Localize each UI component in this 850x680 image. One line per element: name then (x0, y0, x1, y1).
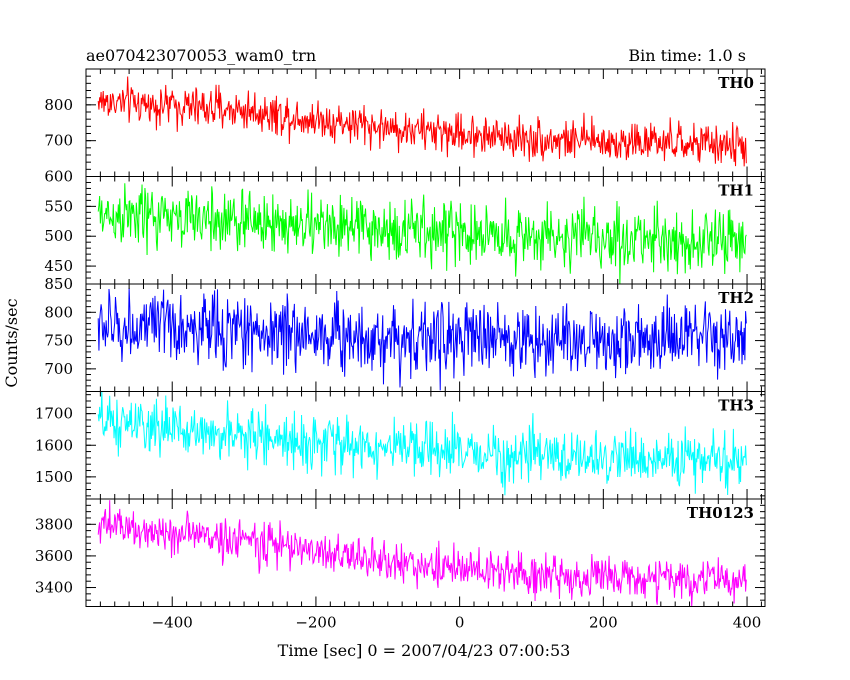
y-tick-label: 3600 (35, 547, 73, 565)
panel-frame (85, 498, 766, 607)
panels-group: 600 700 800 TH0 450 500 550 TH1 700 750 800 850 TH2 1… (35, 68, 766, 632)
panel-th1: 450 500 550 TH1 (44, 176, 766, 285)
series-line-th1 (97, 183, 747, 284)
series-line-th3 (97, 391, 747, 496)
bin-time-label: Bin time: 1.0 s (628, 46, 746, 65)
figure-title: ae070423070053_wam0_trn (86, 46, 316, 65)
series-line-th2 (97, 287, 747, 391)
y-tick-label: 1500 (35, 468, 73, 486)
y-tick-label: 3400 (35, 579, 73, 597)
panel-label-th1: TH1 (718, 182, 754, 200)
y-tick-label: 500 (44, 227, 73, 245)
x-tick-label: −200 (295, 614, 336, 632)
x-tick-label: 0 (455, 614, 465, 632)
y-tick-label: 550 (44, 197, 73, 215)
y-tick-label: 750 (44, 332, 73, 350)
x-tick-label: −400 (152, 614, 193, 632)
x-tick-label: 400 (733, 614, 762, 632)
y-tick-label: 800 (44, 96, 73, 114)
x-axis-label: Time [sec] 0 = 2007/04/23 07:00:53 (278, 641, 571, 660)
y-tick-label: 1600 (35, 436, 73, 454)
panel-label-th3: TH3 (718, 397, 754, 415)
y-tick-label: 1700 (35, 405, 73, 423)
panel-frame (85, 68, 766, 177)
y-tick-label: 700 (44, 132, 73, 150)
series-line-th0 (97, 76, 747, 167)
series-line-th0123 (97, 500, 747, 607)
panel-label-th0: TH0 (718, 74, 754, 92)
panel-th0: 600 700 800 TH0 (44, 68, 766, 186)
panel-th3: 1500 1600 1700 TH3 (35, 391, 766, 500)
y-tick-label: 450 (44, 257, 73, 275)
y-axis-label: Counts/sec (2, 298, 21, 387)
panel-label-th0123: TH0123 (687, 504, 754, 522)
panel-label-th2: TH2 (718, 289, 754, 307)
panel-th0123: 3400 3600 3800 TH0123 (35, 498, 766, 607)
y-tick-label: 600 (44, 168, 73, 186)
y-tick-label: 850 (44, 275, 73, 293)
y-tick-label: 3800 (35, 515, 73, 533)
y-tick-label: 700 (44, 360, 73, 378)
x-tick-label: 200 (589, 614, 618, 632)
y-tick-label: 800 (44, 303, 73, 321)
panel-th2: 700 750 800 850 TH2 (44, 275, 766, 392)
